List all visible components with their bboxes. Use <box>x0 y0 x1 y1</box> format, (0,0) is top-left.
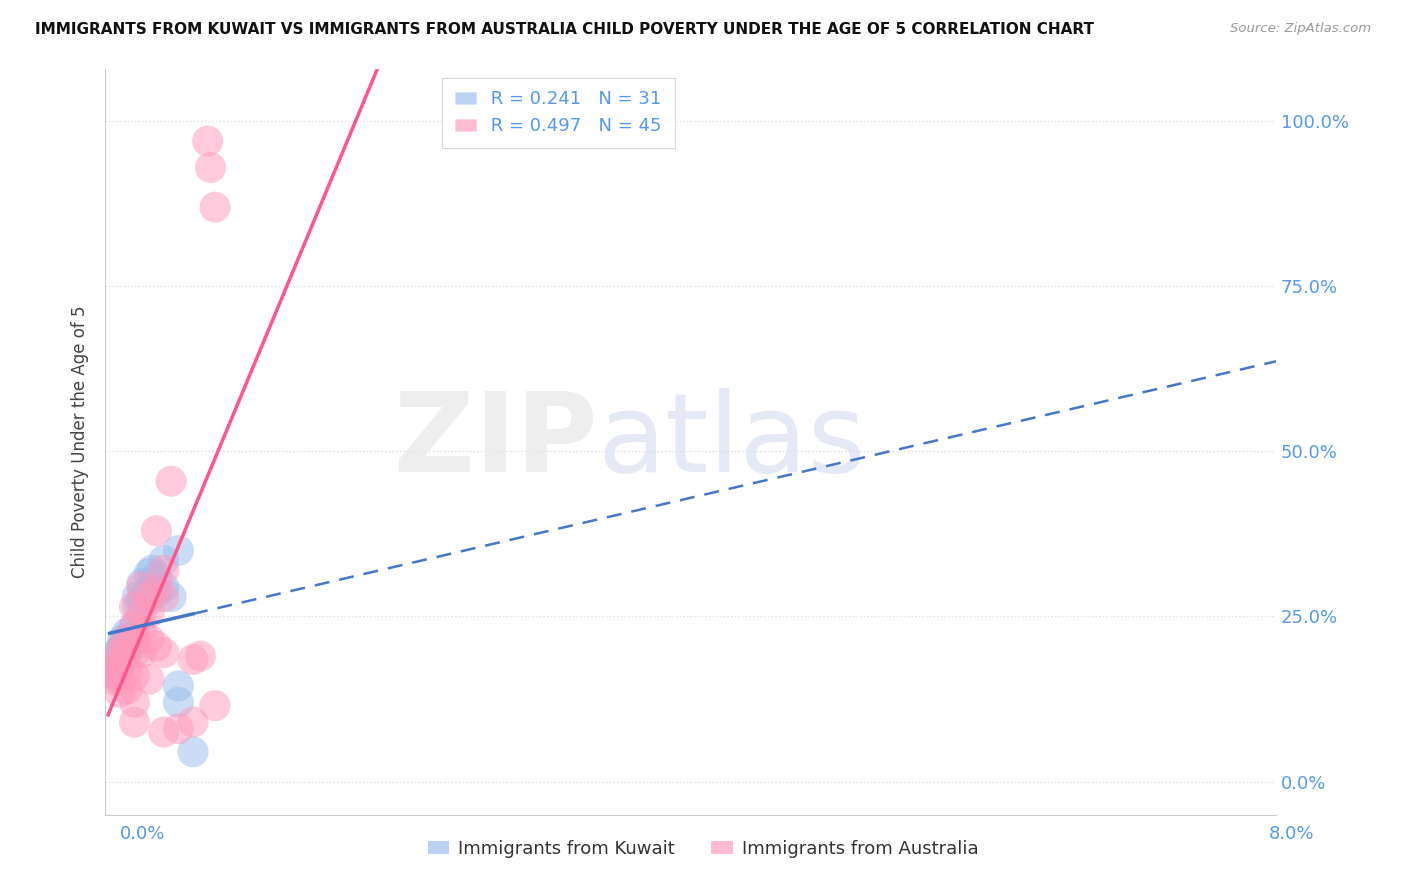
Point <box>131 606 153 620</box>
Point <box>131 576 153 591</box>
Point <box>108 652 131 666</box>
Text: atlas: atlas <box>598 388 866 495</box>
Point <box>108 672 131 686</box>
Point <box>97 659 120 673</box>
Point <box>131 593 153 607</box>
Point <box>152 590 174 604</box>
Point <box>112 636 135 650</box>
Point <box>138 593 160 607</box>
Point <box>108 685 131 699</box>
Point <box>167 722 190 736</box>
Point <box>145 639 167 653</box>
Point <box>167 543 190 558</box>
Point <box>115 665 138 680</box>
Point <box>152 580 174 594</box>
Point <box>115 632 138 647</box>
Point <box>115 626 138 640</box>
Point <box>101 649 124 664</box>
Point <box>124 632 146 647</box>
Y-axis label: Child Poverty Under the Age of 5: Child Poverty Under the Age of 5 <box>72 305 89 578</box>
Point <box>124 619 146 633</box>
Point <box>138 606 160 620</box>
Point <box>124 599 146 614</box>
Point <box>131 580 153 594</box>
Point <box>138 590 160 604</box>
Point <box>152 553 174 567</box>
Point <box>167 695 190 709</box>
Legend: Immigrants from Kuwait, Immigrants from Australia: Immigrants from Kuwait, Immigrants from … <box>420 833 986 865</box>
Point <box>204 200 226 214</box>
Point <box>105 669 128 683</box>
Point <box>108 659 131 673</box>
Point <box>138 566 160 581</box>
Point <box>108 659 131 673</box>
Point <box>152 563 174 577</box>
Point <box>112 652 135 666</box>
Text: 0.0%: 0.0% <box>120 825 165 843</box>
Point <box>131 626 153 640</box>
Point <box>124 669 146 683</box>
Point <box>181 652 204 666</box>
Point <box>108 642 131 657</box>
Text: Source: ZipAtlas.com: Source: ZipAtlas.com <box>1230 22 1371 36</box>
Point <box>152 646 174 660</box>
Point <box>141 563 163 577</box>
Point <box>111 639 134 653</box>
Point <box>127 590 149 604</box>
Point <box>197 134 219 148</box>
Point <box>108 646 131 660</box>
Point <box>160 474 183 488</box>
Point <box>105 652 128 666</box>
Point <box>204 698 226 713</box>
Text: IMMIGRANTS FROM KUWAIT VS IMMIGRANTS FROM AUSTRALIA CHILD POVERTY UNDER THE AGE : IMMIGRANTS FROM KUWAIT VS IMMIGRANTS FRO… <box>35 22 1094 37</box>
Point <box>138 632 160 647</box>
Point <box>181 715 204 730</box>
Point <box>98 659 121 673</box>
Point <box>188 649 211 664</box>
Point <box>138 672 160 686</box>
Point <box>115 632 138 647</box>
Point <box>200 161 222 175</box>
Point <box>101 672 124 686</box>
Point <box>167 679 190 693</box>
Point <box>181 745 204 759</box>
Point <box>115 682 138 697</box>
Legend:  R = 0.241   N = 31,  R = 0.497   N = 45: R = 0.241 N = 31, R = 0.497 N = 45 <box>441 78 675 148</box>
Point <box>131 646 153 660</box>
Point <box>124 646 146 660</box>
Point <box>152 725 174 739</box>
Point <box>115 642 138 657</box>
Point <box>124 619 146 633</box>
Point <box>124 695 146 709</box>
Point <box>145 524 167 538</box>
Point <box>145 583 167 598</box>
Point <box>145 586 167 600</box>
Point <box>100 665 122 680</box>
Point <box>124 715 146 730</box>
Text: 8.0%: 8.0% <box>1270 825 1315 843</box>
Text: ZIP: ZIP <box>394 388 598 495</box>
Point <box>115 646 138 660</box>
Point <box>124 629 146 643</box>
Point <box>145 570 167 584</box>
Point <box>160 590 183 604</box>
Point <box>138 583 160 598</box>
Point <box>127 599 149 614</box>
Point <box>124 636 146 650</box>
Point <box>111 632 134 647</box>
